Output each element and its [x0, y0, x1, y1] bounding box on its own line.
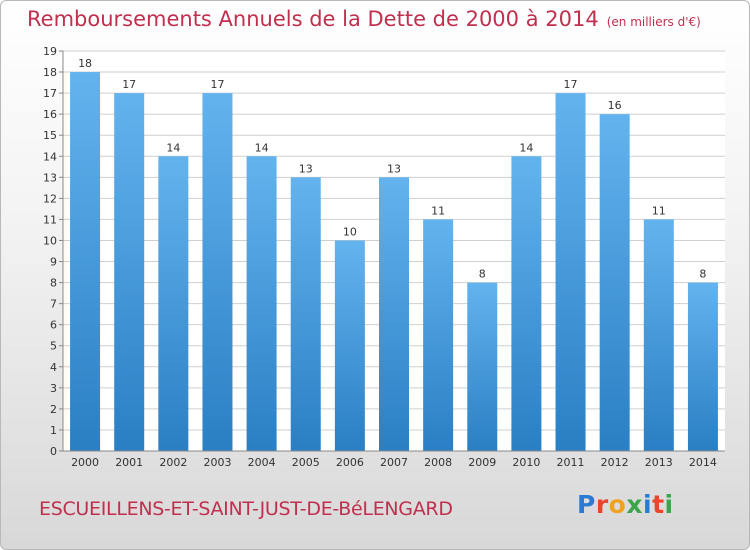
bar [290, 177, 321, 451]
logo-letter: P [577, 490, 596, 519]
bar [555, 93, 586, 452]
x-tick-label: 2003 [203, 456, 231, 469]
data-label: 11 [431, 204, 445, 217]
y-tick-label: 1 [50, 424, 57, 437]
x-tick-label: 2009 [468, 456, 496, 469]
y-tick-label: 3 [50, 382, 57, 395]
bar [70, 72, 101, 451]
y-tick-label: 4 [50, 361, 57, 374]
y-tick-label: 15 [43, 129, 57, 142]
town-name: ESCUEILLENS-ET-SAINT-JUST-DE-BéLENGARD [39, 498, 453, 520]
y-tick-label: 19 [43, 45, 57, 58]
data-label: 18 [78, 57, 92, 70]
y-tick-label: 14 [43, 150, 57, 163]
x-tick-label: 2006 [336, 456, 364, 469]
data-label: 13 [387, 162, 401, 175]
data-label: 8 [699, 268, 706, 281]
data-label: 14 [255, 141, 269, 154]
x-tick-label: 2008 [424, 456, 452, 469]
x-tick-label: 2001 [115, 456, 143, 469]
y-tick-label: 11 [43, 213, 57, 226]
x-tick-label: 2005 [292, 456, 320, 469]
y-tick-label: 13 [43, 171, 57, 184]
x-tick-label: 2004 [248, 456, 276, 469]
data-label: 16 [608, 99, 622, 112]
data-label: 10 [343, 225, 357, 238]
x-tick-label: 2012 [601, 456, 629, 469]
x-tick-label: 2011 [557, 456, 585, 469]
bar [379, 177, 409, 451]
logo-letter: x [626, 490, 643, 519]
x-tick-label: 2010 [512, 456, 540, 469]
x-tick-label: 2000 [71, 456, 99, 469]
x-tick-label: 2002 [159, 456, 187, 469]
bar [114, 93, 145, 452]
y-tick-label: 5 [50, 340, 57, 353]
y-tick-label: 2 [50, 403, 57, 416]
bar [643, 219, 674, 451]
logo-letter: i [664, 490, 674, 519]
proxiti-logo[interactable]: Proxiti [577, 490, 674, 519]
bar [158, 156, 189, 451]
x-tick-label: 2013 [645, 456, 673, 469]
title-unit: (en milliers d'€) [606, 15, 701, 29]
data-label: 13 [299, 162, 313, 175]
bar [202, 93, 233, 452]
chart-title: Remboursements Annuels de la Dette de 20… [27, 7, 701, 31]
data-label: 14 [166, 141, 180, 154]
y-tick-label: 12 [43, 192, 57, 205]
y-tick-label: 8 [50, 277, 57, 290]
logo-letter: r [595, 490, 609, 519]
data-label: 17 [210, 78, 224, 91]
data-label: 14 [519, 141, 533, 154]
bar [511, 156, 542, 451]
bar [687, 282, 718, 451]
title-text: Remboursements Annuels de la Dette de 20… [27, 7, 599, 31]
y-tick-label: 16 [43, 108, 57, 121]
bar [334, 240, 365, 451]
bar [246, 156, 277, 451]
data-label: 17 [122, 78, 136, 91]
y-tick-label: 9 [50, 256, 57, 269]
logo-letter: t [652, 490, 665, 519]
y-tick-label: 10 [43, 234, 57, 247]
y-tick-label: 6 [50, 319, 57, 332]
logo-letter: o [608, 490, 627, 519]
data-label: 11 [652, 204, 666, 217]
data-label: 8 [479, 268, 486, 281]
y-tick-label: 18 [43, 66, 57, 79]
y-tick-label: 7 [50, 298, 57, 311]
y-tick-label: 17 [43, 87, 57, 100]
y-tick-label: 0 [50, 445, 57, 458]
data-label: 17 [564, 78, 578, 91]
bar [599, 114, 630, 451]
x-tick-label: 2014 [689, 456, 717, 469]
x-tick-label: 2007 [380, 456, 408, 469]
logo-letter: i [643, 490, 653, 519]
bar [467, 282, 498, 451]
bar [423, 219, 454, 451]
